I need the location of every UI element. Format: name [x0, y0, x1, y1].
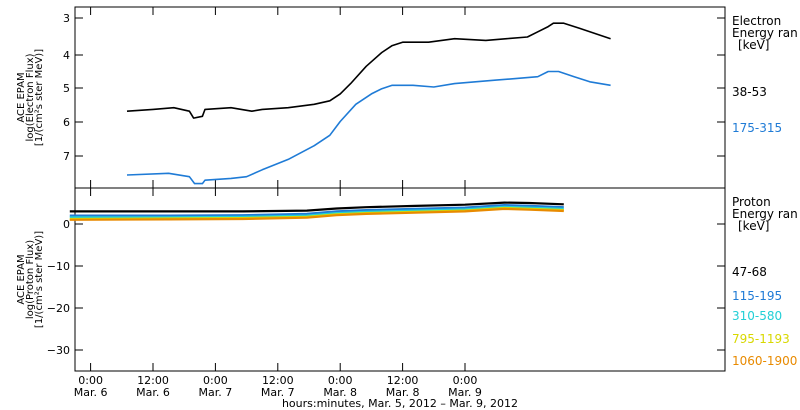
x-tick-time-label: 12:00 [137, 374, 169, 387]
electron-y-tick-label: 5 [63, 82, 70, 95]
proton-legend-title: Energy ran [732, 207, 798, 221]
x-tick-date-label: Mar. 8 [386, 386, 420, 399]
proton-y-axis-title: [1/(cm²s ster MeV)] [34, 231, 45, 328]
proton-legend-115-195: 115-195 [732, 289, 782, 303]
proton-y-axis-title: ACE EPAM [16, 254, 27, 304]
proton-y-axis-title: log(Proton Flux) [25, 240, 36, 319]
proton-y-tick-label: −20 [47, 302, 70, 315]
proton-legend-310-580: 310-580 [732, 309, 782, 323]
x-tick-date-label: Mar. 6 [136, 386, 170, 399]
proton-y-tick-label: −30 [47, 344, 70, 357]
proton-y-tick-label: 0 [63, 218, 70, 231]
x-tick-time-label: 0:00 [328, 374, 353, 387]
proton-y-tick-label: −10 [47, 260, 70, 273]
x-tick-time-label: 0:00 [453, 374, 478, 387]
electron-legend-38-53: 38-53 [732, 85, 767, 99]
proton-plot-frame [74, 187, 726, 372]
electron-plot-frame [74, 6, 726, 189]
proton-legend-47-68: 47-68 [732, 265, 767, 279]
proton-series-1060-1900 [69, 207, 564, 221]
proton-legend-title: [keV] [738, 219, 769, 233]
electron-series-175-315 [126, 70, 611, 185]
x-tick-time-label: 0:00 [78, 374, 103, 387]
electron-y-tick-label: 3 [63, 12, 70, 25]
x-tick-date-label: Mar. 8 [323, 386, 357, 399]
x-tick-time-label: 12:00 [387, 374, 419, 387]
electron-y-axis-title: log(Electron Flux) [25, 53, 36, 141]
x-tick-date-label: Mar. 6 [74, 386, 108, 399]
electron-legend-175-315: 175-315 [732, 121, 782, 135]
proton-legend-title: Proton [732, 195, 771, 209]
electron-y-axis-title: ACE EPAM [16, 72, 27, 122]
electron-series-38-53 [126, 22, 611, 119]
x-axis-title: hours:minutes, Mar. 5, 2012 – Mar. 9, 20… [282, 397, 518, 410]
electron-legend-title: [keV] [738, 38, 769, 52]
electron-y-tick-label: 6 [63, 116, 70, 129]
electron-y-tick-label: 7 [63, 150, 70, 163]
electron-y-tick-label: 4 [63, 49, 70, 62]
electron-y-axis-title: [1/(cm²s ster MeV)] [34, 49, 45, 146]
proton-legend-1060-1900: 1060-1900 [732, 354, 797, 368]
electron-legend-title: Energy ran [732, 26, 798, 40]
x-tick-date-label: Mar. 7 [261, 386, 295, 399]
proton-series-47-68 [69, 201, 564, 213]
proton-series-115-195 [69, 204, 564, 217]
x-tick-time-label: 12:00 [262, 374, 294, 387]
x-tick-time-label: 0:00 [203, 374, 228, 387]
proton-series-310-580 [69, 205, 564, 219]
x-tick-date-label: Mar. 9 [448, 386, 482, 399]
x-tick-date-label: Mar. 7 [199, 386, 233, 399]
proton-legend-795-1193: 795-1193 [732, 332, 790, 346]
electron-legend-title: Electron [732, 14, 781, 28]
